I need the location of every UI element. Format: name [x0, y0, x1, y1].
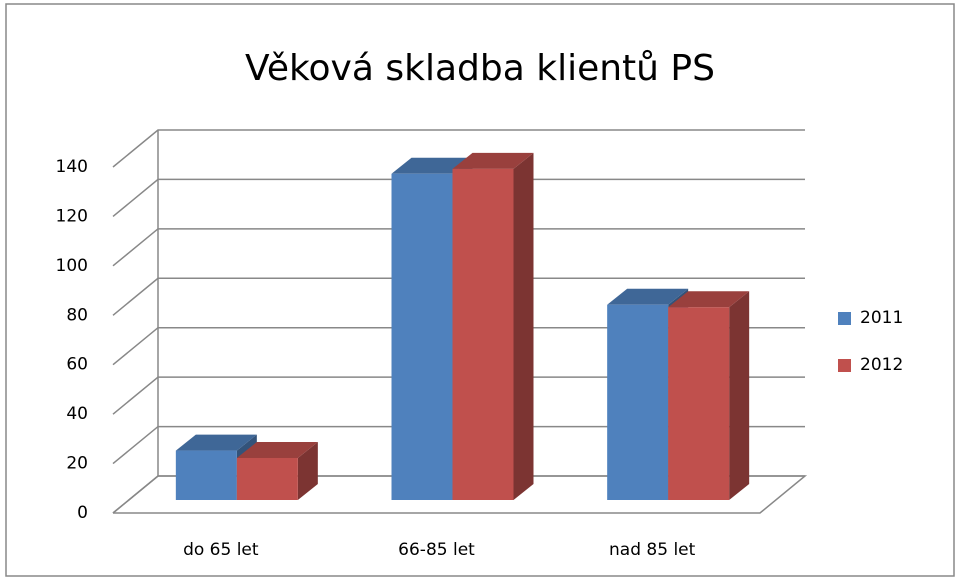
bar-front [391, 173, 453, 500]
legend-label: 2012 [860, 355, 903, 375]
bar-top [175, 434, 257, 451]
bar-top [236, 441, 318, 458]
bar-front [668, 307, 730, 500]
y-tick-label: 20 [66, 454, 88, 474]
bar-front [452, 168, 514, 501]
y-tick-label: 100 [56, 256, 88, 276]
bar [668, 291, 750, 500]
y-tick-label: 0 [77, 503, 88, 523]
bar-side [297, 441, 318, 500]
bar-front [236, 457, 298, 500]
grid-line [112, 277, 805, 316]
grid-line [112, 475, 805, 514]
bar-front [175, 450, 237, 500]
bar-side [513, 152, 534, 501]
x-tick-label: do 65 let [183, 540, 259, 560]
chart-title: Věková skladba klientů PS [245, 48, 715, 89]
grid-line [112, 178, 805, 218]
bar-top [668, 291, 750, 308]
grid-line [112, 376, 805, 415]
x-tick-label: nad 85 let [609, 540, 696, 560]
legend-swatch [838, 359, 851, 372]
grid-line [112, 228, 805, 267]
y-tick-label: 40 [66, 404, 88, 424]
bar-top [391, 157, 473, 174]
grid-line [112, 129, 805, 168]
legend-swatch [838, 312, 851, 325]
bar-top [607, 288, 689, 305]
bar-top [452, 152, 534, 169]
y-tick-label: 80 [66, 305, 88, 325]
grid-line [112, 425, 805, 465]
grid-line [112, 326, 805, 366]
legend-label: 2011 [860, 308, 903, 328]
y-tick-label: 60 [66, 355, 88, 375]
bar [236, 441, 318, 500]
bar [452, 152, 534, 501]
bar-front [607, 304, 669, 500]
bar-side [729, 291, 750, 500]
y-tick-label: 140 [56, 157, 88, 177]
y-tick-label: 120 [56, 206, 88, 226]
x-tick-label: 66-85 let [398, 540, 475, 560]
